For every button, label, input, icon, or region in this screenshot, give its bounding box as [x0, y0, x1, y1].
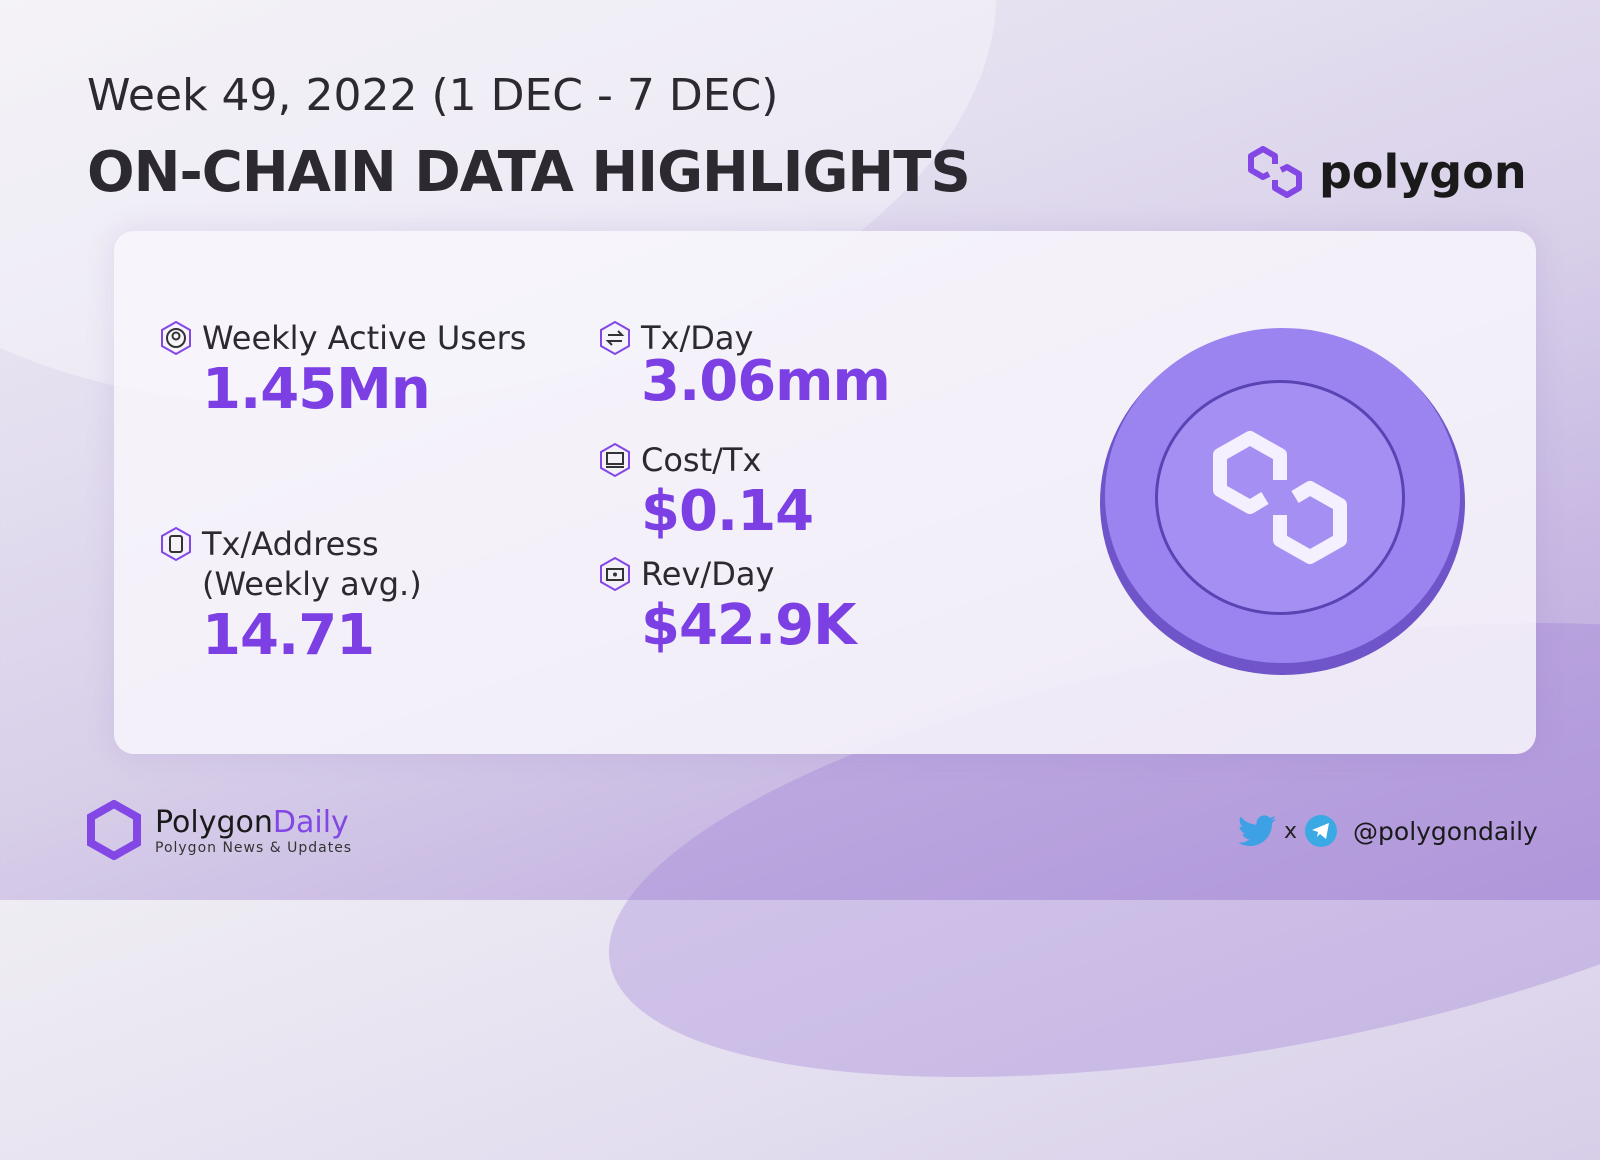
metric-weekly-active-users: Weekly Active Users 1.45Mn [158, 318, 526, 422]
metric-revenue-per-day: Rev/Day $42.9K [597, 554, 857, 658]
monitor-icon [600, 442, 630, 478]
metric-value: 14.71 [202, 603, 375, 668]
user-icon [161, 320, 191, 356]
telegram-icon[interactable] [1305, 815, 1338, 847]
polygon-brand-text: polygon [1319, 145, 1527, 199]
metric-value: 1.45Mn [202, 357, 431, 422]
metric-value: 3.06mm [641, 349, 891, 414]
metric-cost-per-tx: Cost/Tx $0.14 [597, 440, 814, 544]
social-handles: x @polygondaily [1238, 815, 1538, 847]
polygondaily-hexagon-icon [87, 800, 141, 860]
polygon-logo-icon [1248, 146, 1302, 198]
tagline: Polygon News & Updates [155, 839, 353, 856]
metric-sublabel: (Weekly avg.) [202, 565, 422, 603]
metric-tx-per-day: Tx/Day 3.06mm [597, 318, 891, 414]
exchange-icon [600, 320, 630, 356]
clipboard-icon [161, 526, 191, 562]
social-handle[interactable]: @polygondaily [1353, 816, 1538, 846]
polygon-coin-center [1155, 380, 1405, 615]
metric-label: Cost/Tx [641, 441, 762, 479]
polygondaily-logo: PolygonDaily Polygon News & Updates [87, 800, 352, 860]
page-title: ON-CHAIN DATA HIGHLIGHTS [87, 140, 971, 205]
week-date: Week 49, 2022 (1 DEC - 7 DEC) [87, 70, 779, 121]
brand-polygon: Polygon [155, 804, 273, 840]
metric-tx-per-address: Tx/Address (Weekly avg.) 14.71 [158, 524, 422, 668]
wallet-icon [600, 556, 630, 592]
metric-label: Weekly Active Users [202, 319, 527, 357]
metric-label: Rev/Day [641, 555, 775, 593]
metric-label: Tx/Address [202, 525, 379, 563]
metric-label: Tx/Day [641, 319, 754, 357]
separator: x [1284, 818, 1298, 844]
metric-value: $42.9K [641, 593, 857, 658]
twitter-icon[interactable] [1238, 815, 1276, 847]
metric-value: $0.14 [641, 479, 814, 544]
polygon-coin-icon [1213, 431, 1347, 564]
polygon-logo: polygon [1245, 145, 1527, 199]
brand-daily: Daily [272, 804, 349, 840]
